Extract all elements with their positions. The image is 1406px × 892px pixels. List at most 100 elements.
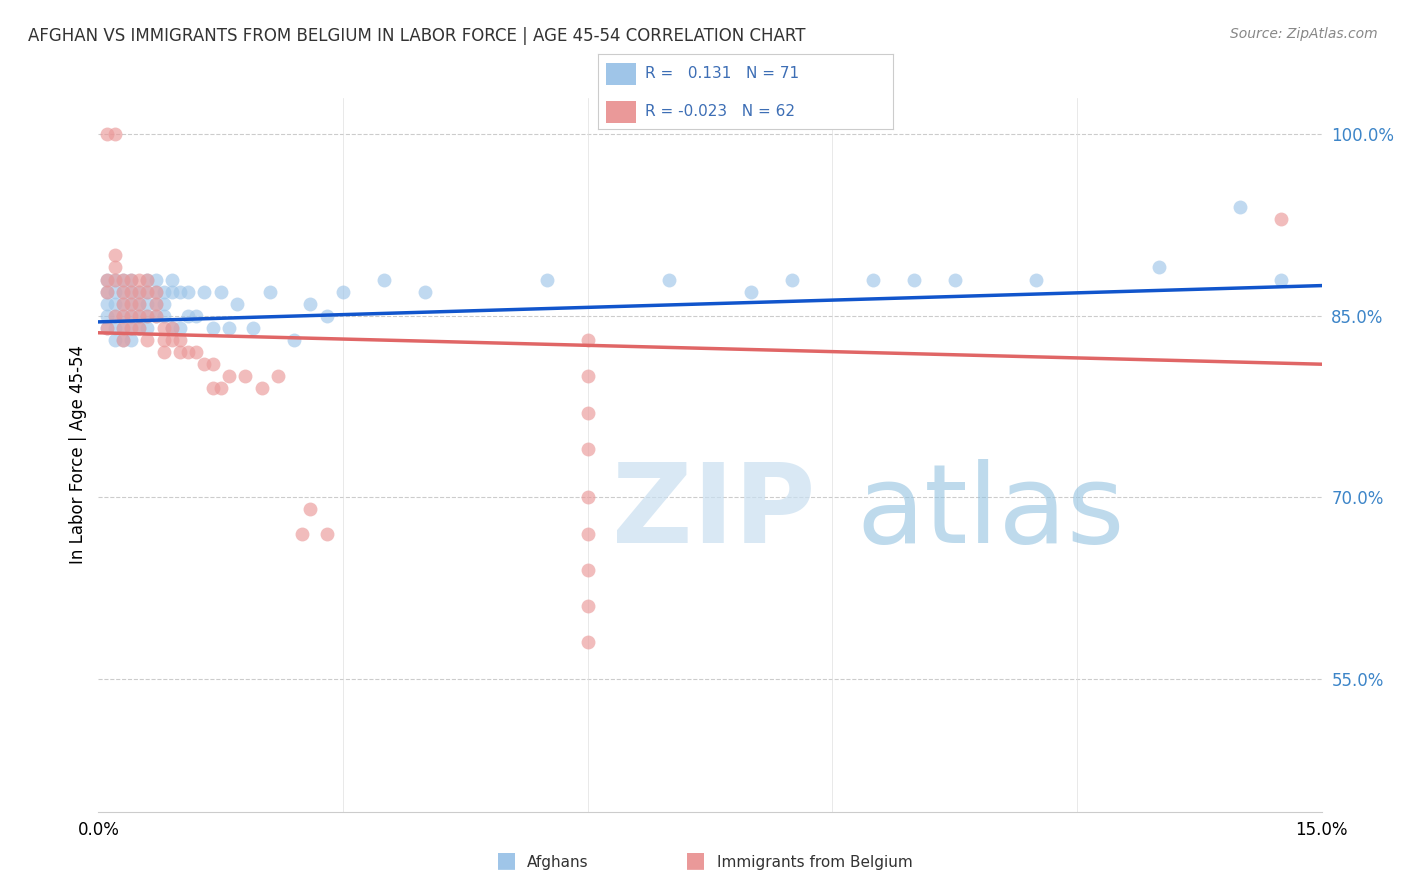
Point [780,272,803,286]
Text: R =   0.131   N = 71: R = 0.131 N = 71 [645,67,799,81]
Point [120,333,142,347]
Point [576,333,599,347]
Point [136,285,159,299]
Y-axis label: In Labor Force | Age 45-54: In Labor Force | Age 45-54 [69,345,87,565]
Point [903,272,925,286]
Point [96,272,118,286]
Point [96,272,118,286]
FancyBboxPatch shape [606,101,636,123]
Point [120,285,142,299]
Point [169,321,191,335]
Point [576,406,599,420]
Point [145,297,167,311]
Point [169,345,191,359]
Point [104,248,127,262]
Point [291,526,314,541]
Point [152,345,174,359]
Point [193,357,215,371]
Point [104,285,127,299]
Point [169,333,191,347]
Point [120,309,142,323]
Point [104,321,127,335]
Point [111,285,134,299]
Point [233,369,256,384]
Point [576,599,599,613]
Text: Afghans: Afghans [527,855,589,870]
Point [299,502,322,516]
Point [136,309,159,323]
Point [128,285,150,299]
Point [1229,200,1251,214]
Point [96,128,118,142]
Point [152,297,174,311]
Point [111,321,134,335]
Point [128,272,150,286]
Point [160,272,183,286]
Point [536,272,558,286]
Point [120,272,142,286]
Point [111,333,134,347]
Point [1025,272,1047,286]
Text: Source: ZipAtlas.com: Source: ZipAtlas.com [1230,27,1378,41]
Point [1270,272,1292,286]
Point [862,272,884,286]
Point [104,272,127,286]
Point [145,309,167,323]
Point [111,333,134,347]
Point [1270,212,1292,227]
Point [96,297,118,311]
Point [145,285,167,299]
Point [104,297,127,311]
Point [250,381,273,395]
Point [267,369,290,384]
Point [120,297,142,311]
Point [152,333,174,347]
Point [136,309,159,323]
Point [740,285,762,299]
Point [136,272,159,286]
Point [186,309,208,323]
Point [218,369,240,384]
Point [120,309,142,323]
Point [136,285,159,299]
Point [152,321,174,335]
Point [128,309,150,323]
Point [104,272,127,286]
Point [128,321,150,335]
Point [943,272,966,286]
Point [145,285,167,299]
Point [658,272,681,286]
Point [160,321,183,335]
Point [193,285,215,299]
Point [169,285,191,299]
Point [145,297,167,311]
Point [160,285,183,299]
Point [104,333,127,347]
Point [120,321,142,335]
Point [576,526,599,541]
Point [96,321,118,335]
Text: ZIP: ZIP [612,458,815,566]
Point [111,285,134,299]
Point [136,272,159,286]
Text: AFGHAN VS IMMIGRANTS FROM BELGIUM IN LABOR FORCE | AGE 45-54 CORRELATION CHART: AFGHAN VS IMMIGRANTS FROM BELGIUM IN LAB… [28,27,806,45]
Point [576,563,599,577]
Point [111,321,134,335]
Point [226,297,249,311]
Point [201,357,224,371]
Point [111,272,134,286]
Point [160,333,183,347]
Point [209,381,232,395]
Point [120,272,142,286]
Point [242,321,264,335]
Point [576,369,599,384]
Point [136,333,159,347]
Point [152,309,174,323]
Point [209,285,232,299]
Point [177,345,200,359]
Point [96,285,118,299]
Point [315,309,337,323]
Text: R = -0.023   N = 62: R = -0.023 N = 62 [645,104,794,120]
Point [128,297,150,311]
Point [104,128,127,142]
